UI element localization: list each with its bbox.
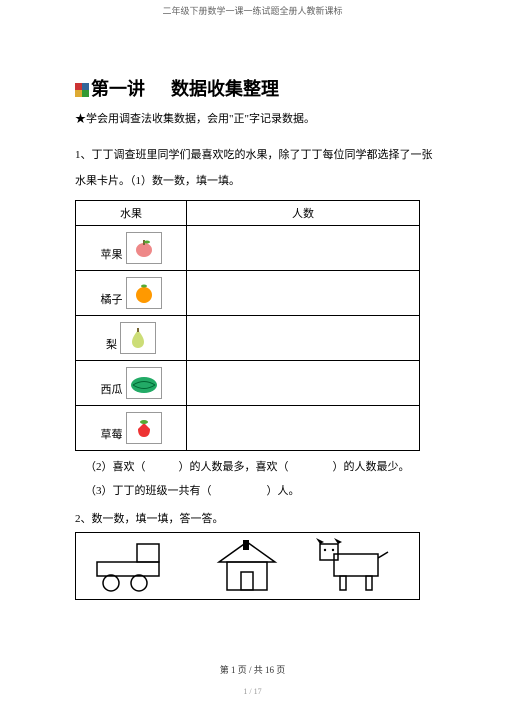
count-cell: [187, 406, 420, 451]
fruit-label: 草莓: [101, 426, 123, 444]
house-shape: [207, 538, 287, 594]
fruit-cell: 苹果: [76, 226, 187, 271]
shapes-figure: [75, 532, 420, 600]
th-fruit: 水果: [76, 201, 187, 226]
table-row: 苹果: [76, 226, 420, 271]
count-cell: [187, 316, 420, 361]
fruit-label: 西瓜: [101, 381, 123, 399]
fruit-label: 橘子: [101, 291, 123, 309]
title-part2: 数据收集整理: [171, 75, 279, 101]
fruit-cell: 梨: [76, 316, 187, 361]
count-cell: [187, 226, 420, 271]
animal-shape: [306, 538, 406, 594]
question-1: 1、丁丁调查班里同学们最喜欢吃的水果，除了丁丁每位同学都选择了一张水果卡片。（1…: [75, 142, 435, 195]
th-count: 人数: [187, 201, 420, 226]
objective: ★学会用调查法收集数据，会用"正"字记录数据。: [75, 111, 435, 128]
fruit-icon: [126, 412, 162, 444]
fruit-cell: 橘子: [76, 271, 187, 316]
title-part1: 第一讲: [91, 75, 145, 101]
sub-question-2: （2）喜欢（ ）的人数最多，喜欢（ ）的人数最少。: [75, 455, 435, 479]
question-2: 2、数一数，填一填，答一答。: [75, 510, 435, 526]
page-footer: 第 1 页 / 共 16 页: [0, 663, 505, 676]
page-footer-2: 1 / 17: [0, 687, 505, 696]
lesson-title: 第一讲 数据收集整理: [75, 75, 435, 101]
fruit-icon: [126, 367, 162, 399]
table-row: 梨: [76, 316, 420, 361]
doc-header: 二年级下册数学一课一练试题全册人教新课标: [0, 0, 505, 17]
sub-question-3: （3）丁丁的班级一共有（ ）人。: [75, 479, 435, 503]
table-row: 橘子: [76, 271, 420, 316]
title-icon: [75, 81, 89, 95]
count-cell: [187, 361, 420, 406]
table-row: 西瓜: [76, 361, 420, 406]
count-cell: [187, 271, 420, 316]
table-row: 草莓: [76, 406, 420, 451]
fruit-cell: 西瓜: [76, 361, 187, 406]
fruit-icon: [126, 277, 162, 309]
truck-shape: [89, 538, 189, 594]
fruit-label: 梨: [106, 336, 117, 354]
fruit-label: 苹果: [101, 246, 123, 264]
fruit-icon: [126, 232, 162, 264]
fruit-cell: 草莓: [76, 406, 187, 451]
fruit-icon: [120, 322, 156, 354]
fruit-table: 水果 人数 苹果橘子梨西瓜草莓: [75, 200, 420, 451]
